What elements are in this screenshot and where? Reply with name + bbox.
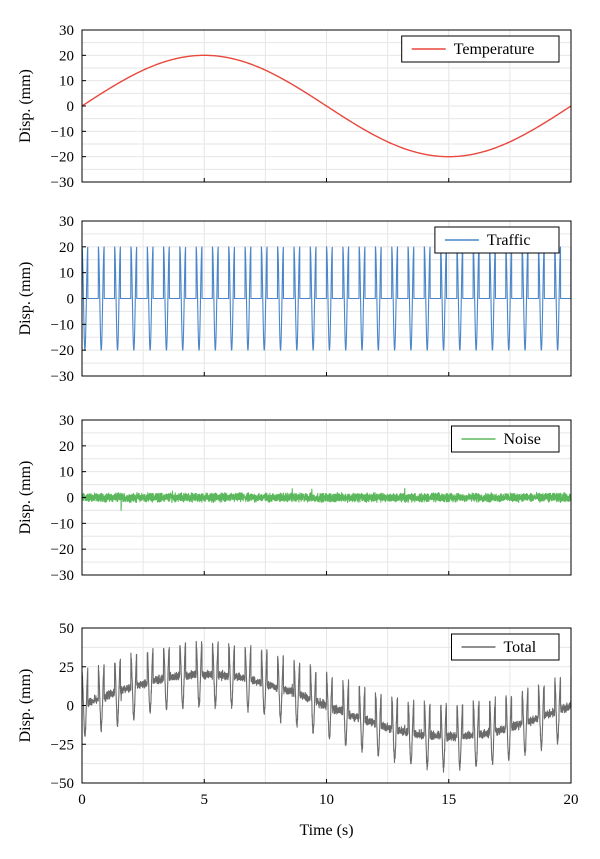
y-axis-label: Disp. (mm) <box>17 262 34 336</box>
series-line-noise <box>81 487 572 511</box>
y-tick-label: −10 <box>51 124 74 140</box>
y-tick-label: 20 <box>59 439 74 455</box>
legend: Temperature <box>401 35 560 63</box>
legend: Traffic <box>434 226 560 254</box>
x-tick-label: 5 <box>201 792 209 808</box>
y-tick-label: 30 <box>59 214 74 230</box>
x-tick-label: 15 <box>441 792 456 808</box>
chart-panel-2: −30 −20 −10 0 10 20 30 Disp. (mm) Traffic <box>17 214 572 385</box>
y-tick-label: 0 <box>67 99 75 115</box>
legend-label: Temperature <box>454 41 535 58</box>
y-axis-label: Disp. (mm) <box>17 69 34 143</box>
legend-label: Traffic <box>487 232 531 249</box>
legend-label: Total <box>504 639 537 656</box>
y-tick-label: 10 <box>59 266 74 282</box>
legend-label: Noise <box>504 431 541 448</box>
legend: Total <box>451 633 560 661</box>
y-tick-label: 20 <box>59 240 74 256</box>
x-axis-label: Time (s) <box>299 822 353 839</box>
y-tick-label: −20 <box>51 542 74 558</box>
y-tick-label: −10 <box>51 516 74 532</box>
y-axis-label: Disp. (mm) <box>17 669 34 743</box>
y-tick-label: −25 <box>51 737 74 753</box>
series-line-traffic <box>81 246 572 351</box>
series-line-temperature <box>81 54 572 158</box>
y-tick-label: 30 <box>59 23 74 39</box>
y-tick-label: −30 <box>51 369 74 385</box>
x-tick-label: 0 <box>78 792 86 808</box>
y-tick-label: 25 <box>59 660 74 676</box>
y-tick-label: −10 <box>51 317 74 333</box>
y-tick-label: −20 <box>51 343 74 359</box>
y-tick-label: 10 <box>59 74 74 90</box>
chart-panel-3: −30 −20 −10 0 10 20 30 Disp. (mm) Noise <box>17 413 572 584</box>
x-tick-label: 20 <box>564 792 579 808</box>
y-tick-label: 20 <box>59 48 74 64</box>
chart-panel-1: −30 −20 −10 0 10 20 30 Disp. (mm) Temperature <box>17 23 572 191</box>
series-line-total <box>81 640 572 773</box>
y-tick-label: 0 <box>67 292 75 308</box>
y-tick-label: −30 <box>51 568 74 584</box>
y-tick-label: 50 <box>59 621 74 637</box>
y-tick-label: 30 <box>59 413 74 429</box>
y-tick-label: 0 <box>67 699 75 715</box>
y-tick-label: −30 <box>51 175 74 191</box>
y-tick-label: −50 <box>51 776 74 792</box>
chart-panel-4: −50 −25 0 25 50 0 5 10 15 20 Disp. (mm) Time (s) Tot… <box>17 621 579 839</box>
y-tick-label: −20 <box>51 150 74 166</box>
y-axis-label: Disp. (mm) <box>17 461 34 535</box>
y-tick-label: 10 <box>59 465 74 481</box>
x-tick-label: 10 <box>319 792 334 808</box>
legend: Noise <box>451 425 560 453</box>
y-tick-label: 0 <box>67 491 75 507</box>
